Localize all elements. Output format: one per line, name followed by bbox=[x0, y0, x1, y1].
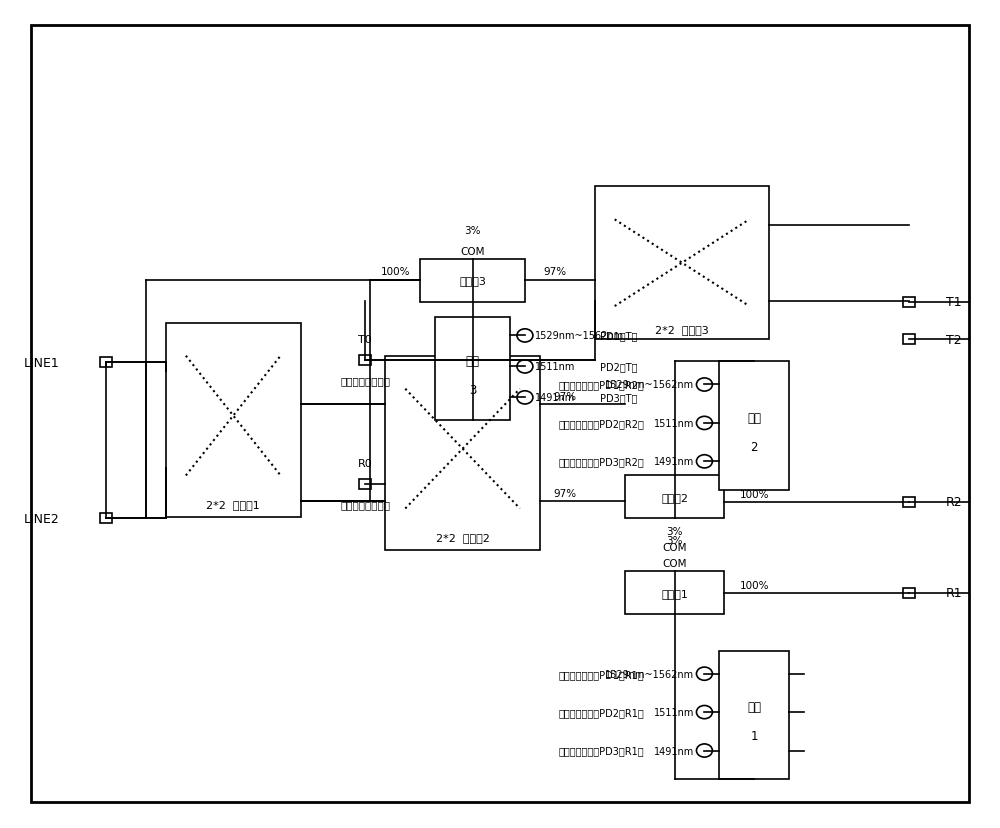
Text: （辅助光源发光）: （辅助光源发光） bbox=[340, 376, 390, 386]
Text: 1491nm: 1491nm bbox=[535, 393, 575, 403]
Text: 分光器1: 分光器1 bbox=[661, 588, 688, 598]
Text: 1529nm~1562nm: 1529nm~1562nm bbox=[605, 380, 694, 390]
Bar bbox=[100, 514, 112, 524]
Text: PD1（T）: PD1（T） bbox=[600, 331, 637, 341]
Text: 1491nm: 1491nm bbox=[654, 746, 694, 756]
Text: 100%: 100% bbox=[381, 267, 410, 277]
Text: 3%: 3% bbox=[666, 526, 683, 537]
Text: T2: T2 bbox=[946, 333, 962, 346]
Text: PD2（T）: PD2（T） bbox=[600, 362, 637, 372]
Bar bbox=[625, 476, 724, 519]
Text: 分光器3: 分光器3 bbox=[459, 277, 486, 286]
Text: 2*2  光开关2: 2*2 光开关2 bbox=[436, 532, 490, 543]
Text: （辅助光源收光）: （辅助光源收光） bbox=[340, 500, 390, 510]
Text: 1511nm: 1511nm bbox=[654, 418, 694, 428]
Bar bbox=[903, 297, 915, 307]
Text: 3%: 3% bbox=[666, 535, 683, 546]
Text: R0: R0 bbox=[358, 459, 373, 469]
Bar bbox=[595, 187, 769, 339]
Text: （光功率检测）PD1（R1）: （光功率检测）PD1（R1） bbox=[559, 669, 645, 679]
Text: 波分: 波分 bbox=[747, 412, 761, 424]
Bar bbox=[359, 479, 371, 489]
Text: 97%: 97% bbox=[543, 267, 566, 277]
Text: LINE1: LINE1 bbox=[23, 356, 59, 369]
Text: 1511nm: 1511nm bbox=[654, 707, 694, 717]
Text: 1529nm~1562nm: 1529nm~1562nm bbox=[605, 669, 694, 679]
Text: COM: COM bbox=[662, 558, 687, 568]
Bar bbox=[719, 651, 789, 779]
Text: 1: 1 bbox=[751, 729, 758, 742]
Text: 3%: 3% bbox=[464, 226, 481, 236]
Text: 100%: 100% bbox=[740, 580, 769, 590]
Bar bbox=[166, 323, 301, 518]
Text: 2*2  光开关1: 2*2 光开关1 bbox=[206, 500, 260, 510]
Bar bbox=[903, 588, 915, 598]
Bar bbox=[100, 358, 112, 368]
Text: （光功率检测）PD2（R2）: （光功率检测）PD2（R2） bbox=[559, 418, 645, 428]
Text: 97%: 97% bbox=[553, 392, 576, 402]
Text: 1529nm~1562nm: 1529nm~1562nm bbox=[535, 331, 624, 341]
Text: （光功率检测）PD3（R1）: （光功率检测）PD3（R1） bbox=[559, 746, 645, 756]
Bar bbox=[435, 317, 510, 421]
Text: COM: COM bbox=[460, 247, 485, 257]
Text: LINE2: LINE2 bbox=[23, 513, 59, 525]
Bar bbox=[625, 571, 724, 614]
Bar bbox=[420, 260, 525, 302]
Text: R1: R1 bbox=[945, 586, 962, 599]
Text: 100%: 100% bbox=[740, 489, 769, 499]
Text: 2: 2 bbox=[751, 440, 758, 453]
Text: COM: COM bbox=[662, 542, 687, 552]
Text: （光功率检测）PD1（R2）: （光功率检测）PD1（R2） bbox=[559, 380, 645, 390]
Text: （光功率检测）PD2（R1）: （光功率检测）PD2（R1） bbox=[559, 707, 645, 717]
Bar bbox=[359, 355, 371, 365]
Text: 1491nm: 1491nm bbox=[654, 457, 694, 467]
Text: 分光器2: 分光器2 bbox=[661, 493, 688, 503]
Bar bbox=[385, 356, 540, 550]
Bar bbox=[903, 335, 915, 344]
Text: 97%: 97% bbox=[553, 489, 576, 498]
Text: PD3（T）: PD3（T） bbox=[600, 393, 637, 403]
Bar bbox=[719, 362, 789, 490]
Text: （光功率检测）PD3（R2）: （光功率检测）PD3（R2） bbox=[559, 457, 645, 467]
Text: T1: T1 bbox=[946, 296, 962, 309]
Text: 波分: 波分 bbox=[466, 354, 480, 368]
Text: 3: 3 bbox=[469, 383, 476, 396]
Text: 1511nm: 1511nm bbox=[535, 362, 575, 372]
Text: 波分: 波分 bbox=[747, 700, 761, 713]
Bar bbox=[903, 498, 915, 508]
Text: R2: R2 bbox=[945, 496, 962, 508]
Text: 2*2  光开关3: 2*2 光开关3 bbox=[655, 325, 709, 335]
Text: T0: T0 bbox=[358, 335, 372, 344]
